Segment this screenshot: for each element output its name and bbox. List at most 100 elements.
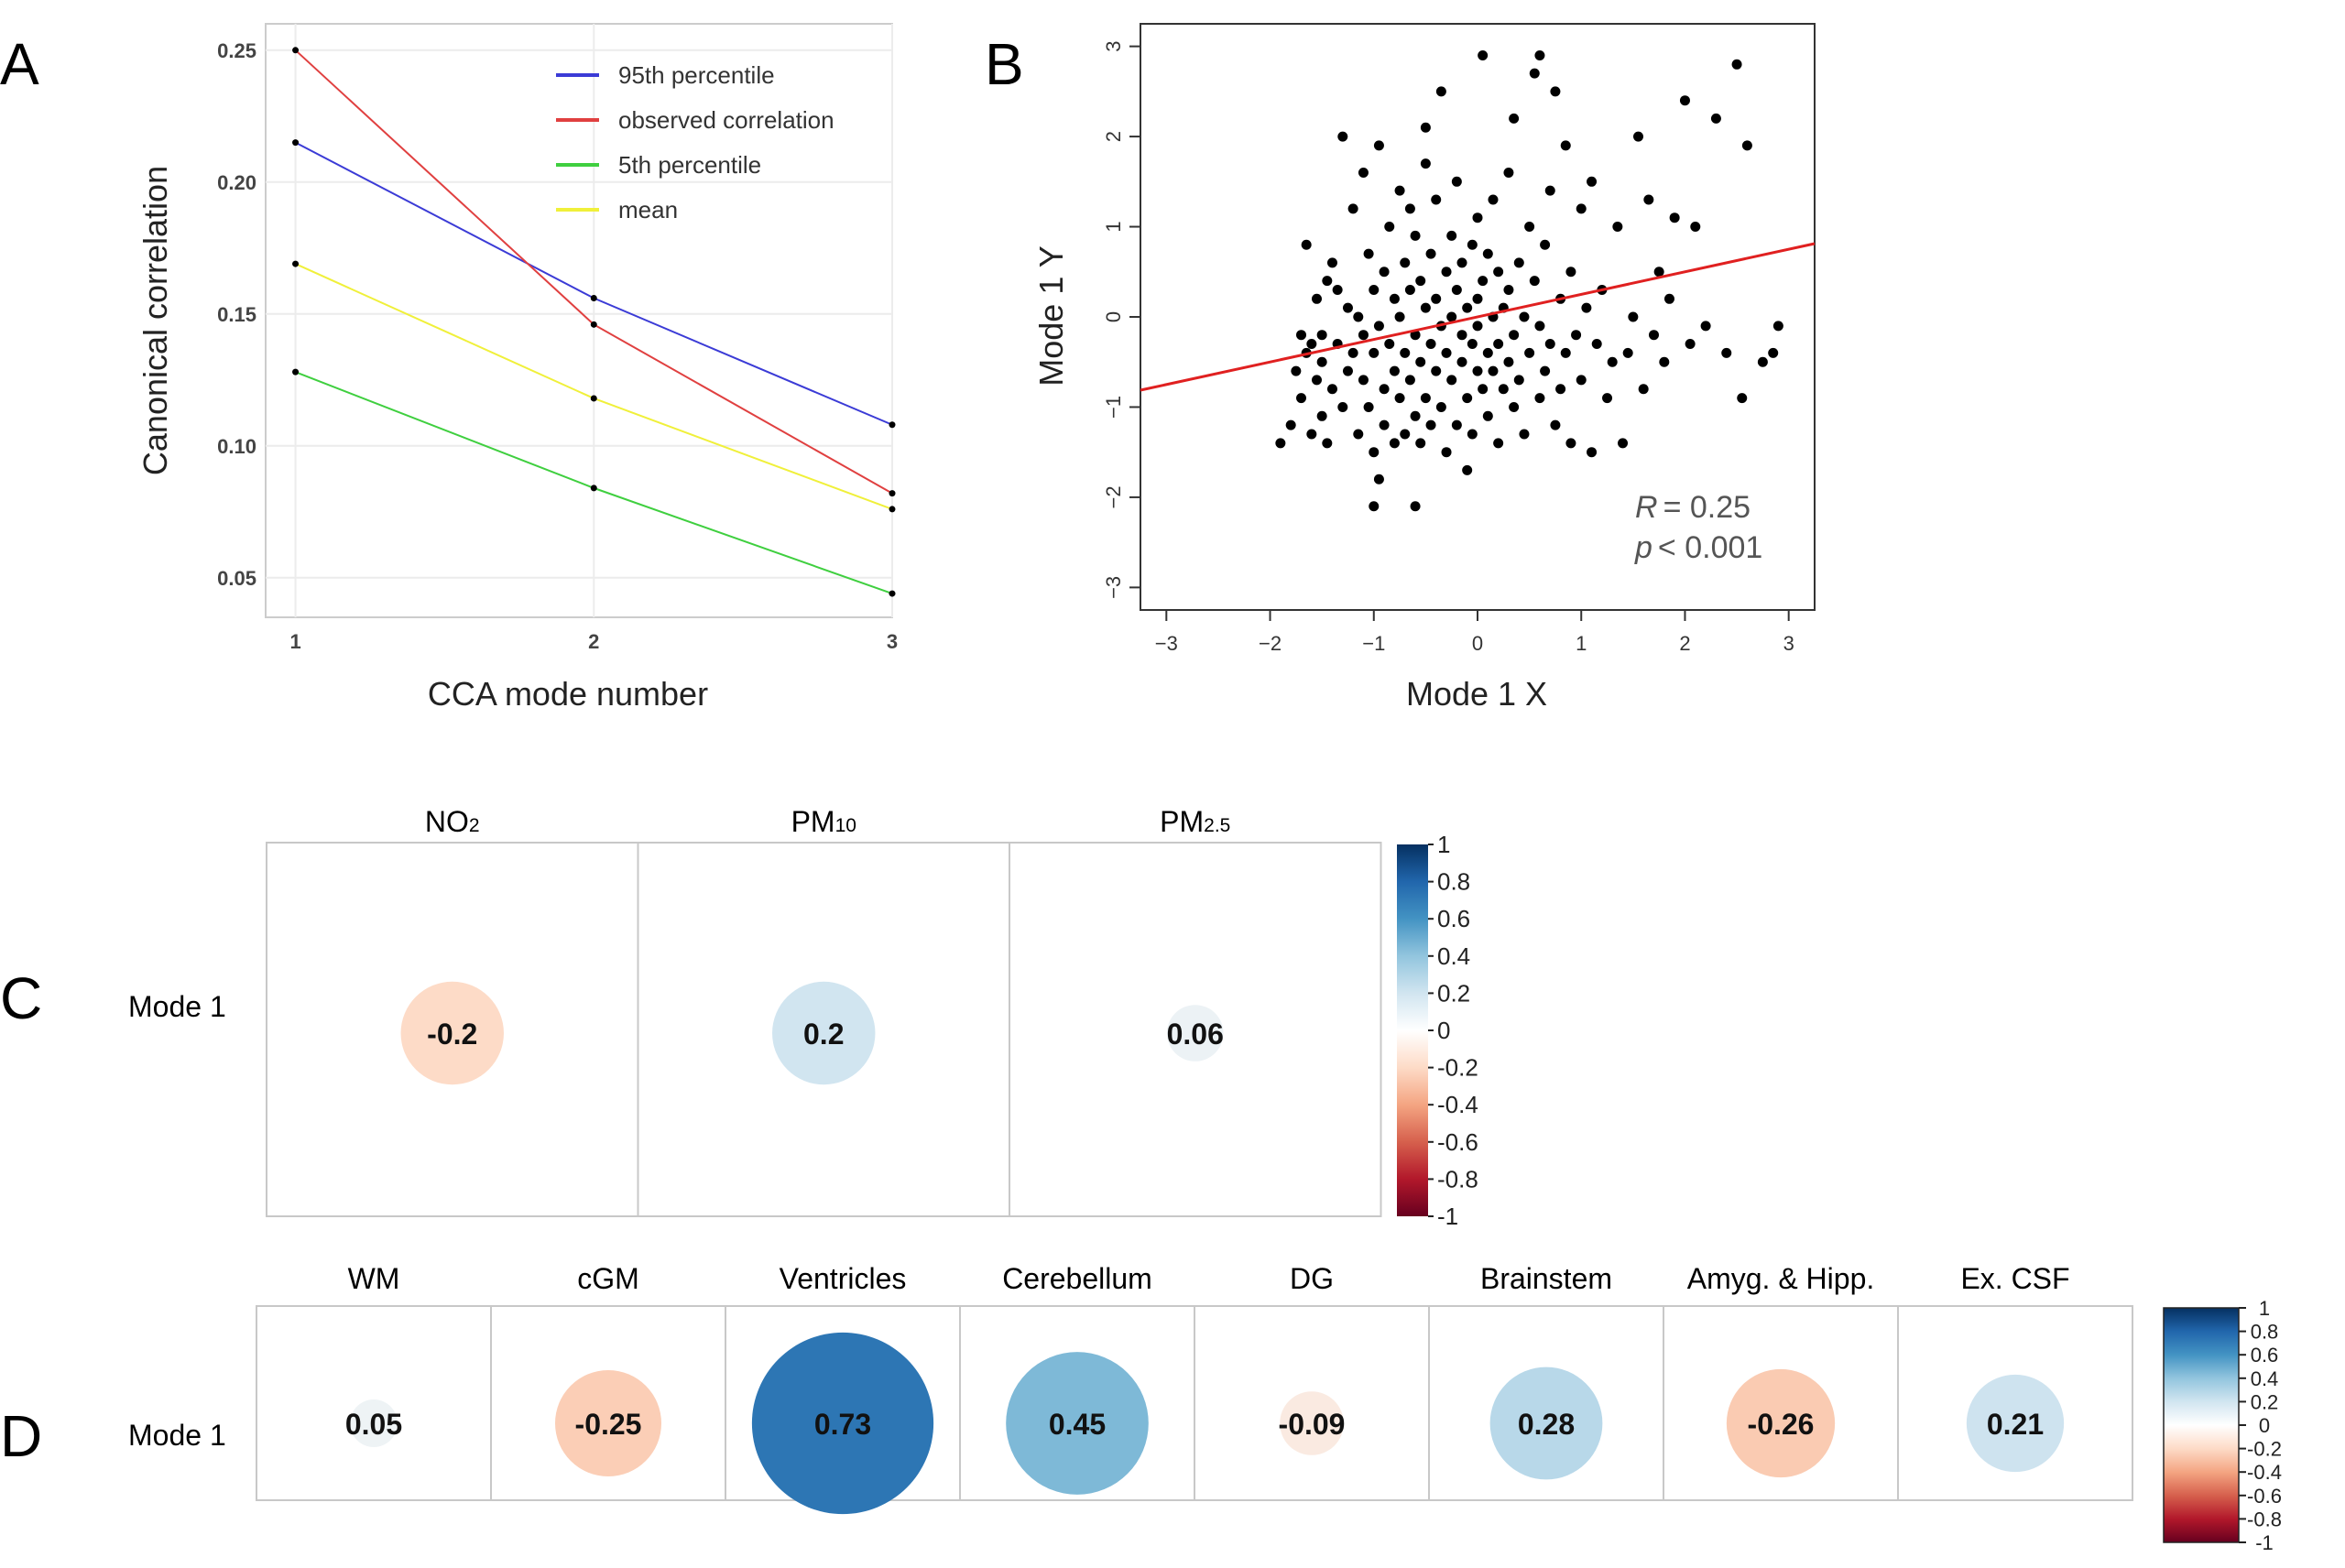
panel-b-scatter-point bbox=[1446, 311, 1457, 322]
panel-a-y-tick-label: 0.25 bbox=[217, 39, 256, 62]
panel-b-scatter-point bbox=[1498, 384, 1509, 395]
panel-b-scatter-point bbox=[1565, 267, 1576, 278]
panel-a-y-tick-label: 0.05 bbox=[217, 567, 256, 590]
panel-b-scatter-point bbox=[1285, 419, 1296, 430]
panel-b-scatter-point bbox=[1369, 447, 1380, 458]
panel-a-x-tick-label: 1 bbox=[289, 630, 300, 653]
panel-b-scatter-point bbox=[1482, 347, 1493, 358]
panel-b-scatter-point bbox=[1467, 239, 1478, 250]
panel-b-scatter-point bbox=[1731, 59, 1742, 70]
panel-a-x-ticks: 1 2 3 bbox=[289, 630, 898, 653]
panel-b-scatter-point bbox=[1648, 330, 1659, 341]
panel-b-scatter-point bbox=[1275, 438, 1286, 449]
panel-b-scatter-point bbox=[1296, 393, 1307, 404]
panel-b-scatter-point bbox=[1358, 167, 1369, 178]
panel-b-scatter-point bbox=[1529, 276, 1540, 287]
panel-b-scatter-point bbox=[1690, 222, 1701, 233]
panel-c-colorbar-label: -1 bbox=[1437, 1203, 1458, 1230]
panel-b-x-tick-label: 2 bbox=[1679, 632, 1690, 655]
panel-b-scatter-point bbox=[1524, 347, 1535, 358]
panel-d-correlation-circle bbox=[1006, 1352, 1149, 1495]
panel-b-scatter-point bbox=[1404, 284, 1415, 295]
panel-a-y-tick-label: 0.20 bbox=[217, 171, 256, 194]
panel-b-scatter-point bbox=[1467, 339, 1478, 350]
panel-b-scatter-point bbox=[1410, 330, 1421, 341]
panel-b-scatter-point bbox=[1633, 131, 1644, 142]
panel-letter-b: B bbox=[985, 31, 1024, 97]
panel-d-colorbar-label: 0 bbox=[2259, 1414, 2270, 1437]
panel-b-scatter-point bbox=[1400, 257, 1411, 268]
panel-b-scatter-point bbox=[1622, 347, 1633, 358]
panel-b-scatter-point bbox=[1431, 365, 1442, 376]
panel-b-points bbox=[1275, 49, 1783, 512]
panel-a-data-point bbox=[292, 260, 300, 267]
panel-b-scatter-point bbox=[1435, 401, 1446, 412]
panel-b-scatter-point bbox=[1379, 267, 1390, 278]
panel-d-column-header: Cerebellum bbox=[1002, 1262, 1152, 1295]
panel-b-scatter-point bbox=[1540, 365, 1551, 376]
panel-b-x-tick-label: −1 bbox=[1362, 632, 1385, 655]
panel-c-colorbar-label: 0.6 bbox=[1437, 905, 1470, 932]
panel-b-scatter-point bbox=[1482, 248, 1493, 259]
panel-d-value-label: 0.28 bbox=[1518, 1408, 1575, 1441]
panel-b-scatter-point bbox=[1581, 302, 1592, 313]
panel-b-scatter-point bbox=[1685, 339, 1696, 350]
panel-b-scatter-point bbox=[1576, 375, 1587, 386]
panel-b-scatter-point bbox=[1467, 429, 1478, 440]
panel-b-scatter-point bbox=[1326, 384, 1337, 395]
panel-b-scatter-point bbox=[1509, 330, 1520, 341]
panel-b-scatter-point bbox=[1353, 311, 1364, 322]
panel-b-scatter-point bbox=[1618, 438, 1629, 449]
panel-b-y-tick-label: 2 bbox=[1102, 131, 1125, 142]
panel-d-column-header: DG bbox=[1290, 1262, 1334, 1295]
panel-c-colorbar-label: -0.6 bbox=[1437, 1128, 1478, 1156]
panel-b-scatter-point bbox=[1493, 438, 1504, 449]
panel-b-scatter-point bbox=[1420, 158, 1431, 169]
panel-b-scatter-point bbox=[1503, 284, 1514, 295]
panel-a-data-point bbox=[590, 485, 597, 492]
panel-b-r-value: = 0.25 bbox=[1663, 490, 1751, 525]
panel-b-scatter-point bbox=[1425, 419, 1436, 430]
panel-c-colorbar-label: 1 bbox=[1437, 831, 1450, 858]
panel-b-scatter-point bbox=[1700, 321, 1711, 332]
panel-a-y-tick-label: 0.10 bbox=[217, 435, 256, 458]
panel-b-scatter-point bbox=[1389, 293, 1400, 304]
panel-a-data-point bbox=[590, 321, 597, 328]
panel-b-y-tick-label: 1 bbox=[1102, 221, 1125, 232]
panel-c-colorbar-label: 0.2 bbox=[1437, 979, 1470, 1007]
panel-d-value-label: -0.26 bbox=[1748, 1408, 1815, 1441]
panel-a-data-point bbox=[292, 368, 300, 376]
panel-b-scatter-point bbox=[1679, 95, 1690, 106]
panel-b-scatter-point bbox=[1394, 185, 1405, 196]
panel-b-scatter-point bbox=[1462, 464, 1473, 475]
panel-b-scatter-point bbox=[1534, 321, 1545, 332]
panel-b-scatter-point bbox=[1513, 257, 1524, 268]
panel-b-scatter-point bbox=[1400, 347, 1411, 358]
panel-d-column-header: Ventricles bbox=[780, 1262, 907, 1295]
panel-b-scatter-point bbox=[1322, 438, 1333, 449]
panel-b-scatter-point bbox=[1612, 222, 1623, 233]
panel-b-scatter-point bbox=[1379, 384, 1390, 395]
panel-b-scatter-point bbox=[1513, 375, 1524, 386]
panel-a-line-chart: 0.05 0.10 0.15 0.20 0.25 1 2 3 95th percentile… bbox=[136, 23, 898, 713]
panel-b-x-tick-label: 0 bbox=[1472, 632, 1483, 655]
panel-b-scatter-point bbox=[1420, 302, 1431, 313]
panel-d-correlation-circle bbox=[350, 1399, 398, 1447]
panel-c-column-subscript: 10 bbox=[835, 815, 856, 836]
panel-b-scatter-point bbox=[1451, 284, 1462, 295]
panel-b-scatter-point bbox=[1394, 311, 1405, 322]
panel-b-scatter-point bbox=[1472, 212, 1483, 223]
panel-c-correlation-circle bbox=[772, 981, 876, 1085]
panel-b-scatter-point bbox=[1524, 222, 1535, 233]
panel-d-colorbar: 10.80.60.40.20-0.2-0.4-0.6-0.8-1 bbox=[2163, 1297, 2282, 1554]
panel-b-scatter-point bbox=[1410, 410, 1421, 421]
panel-b-scatter-point bbox=[1534, 49, 1545, 60]
panel-b-r-label: R bbox=[1635, 490, 1658, 525]
panel-b-y-tick-label: −3 bbox=[1102, 576, 1125, 599]
panel-c-value-label: 0.06 bbox=[1167, 1018, 1224, 1051]
panel-b-scatter-point bbox=[1404, 203, 1415, 214]
panel-b-scatter-point bbox=[1373, 321, 1384, 332]
panel-a-data-point bbox=[590, 295, 597, 302]
panel-d-colorbar-label: 1 bbox=[2259, 1297, 2270, 1320]
panel-a-legend-label: observed correlation bbox=[618, 106, 834, 134]
